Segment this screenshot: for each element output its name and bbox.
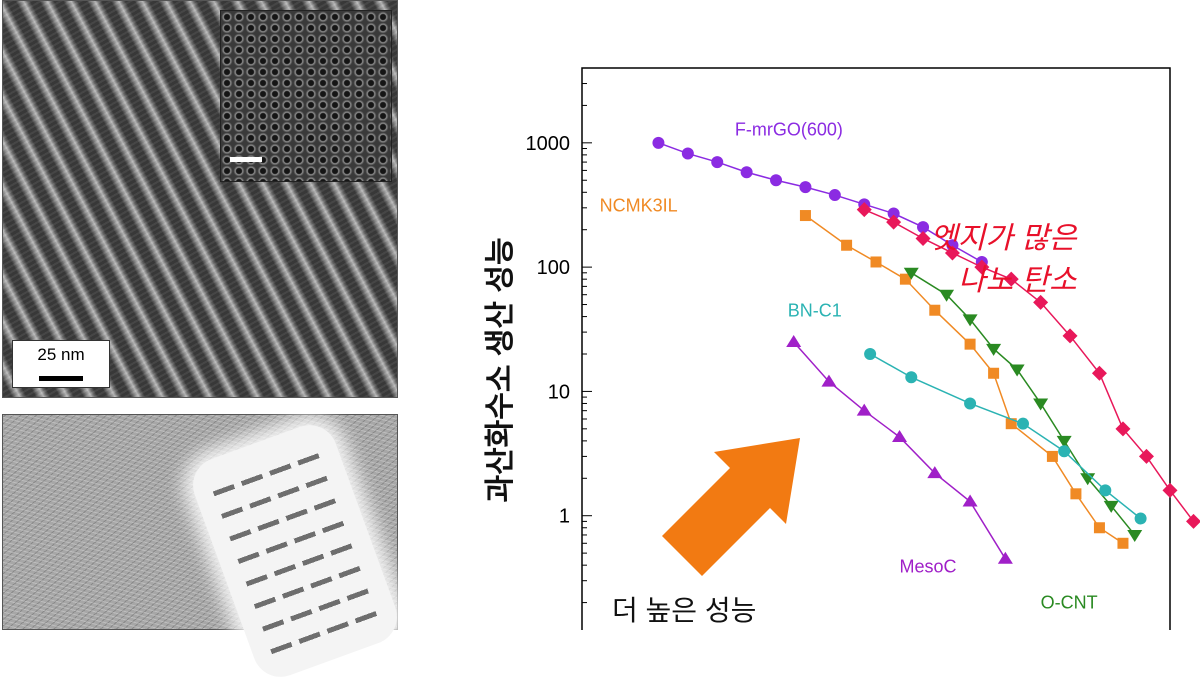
data-point xyxy=(1005,418,1017,430)
data-point xyxy=(870,256,882,268)
edge-carbon-label-line2: 나노 탄소 xyxy=(958,264,1077,297)
data-point xyxy=(1162,482,1178,498)
scale-bar-label: 25 nm xyxy=(37,345,85,364)
data-point xyxy=(886,214,902,230)
scale-bar xyxy=(39,376,83,381)
data-point xyxy=(1062,328,1078,344)
series-line xyxy=(863,208,1195,522)
series-label: BN-C1 xyxy=(788,301,842,321)
data-point xyxy=(681,147,694,160)
data-point xyxy=(1093,522,1105,534)
data-point xyxy=(740,166,753,179)
series-label: F-mrGO(600) xyxy=(735,119,843,139)
data-point xyxy=(799,210,811,222)
series-4 xyxy=(864,348,1147,525)
series-5 xyxy=(786,334,1013,564)
series-line xyxy=(910,272,1136,536)
data-point xyxy=(1033,398,1049,411)
data-point xyxy=(786,334,802,347)
higher-performance-label: 더 높은 성능 xyxy=(612,595,756,626)
series-line xyxy=(793,341,1006,560)
data-point xyxy=(864,348,877,360)
series-2 xyxy=(799,210,1129,549)
data-point xyxy=(988,367,1000,379)
data-point xyxy=(899,273,911,285)
data-point xyxy=(1009,364,1025,377)
data-point xyxy=(986,343,1002,356)
plot-frame xyxy=(581,67,1171,630)
data-point xyxy=(1103,500,1119,513)
orange-arrow-icon xyxy=(662,438,800,576)
series-label: NCMK3IL xyxy=(600,196,678,216)
data-point xyxy=(841,239,853,251)
data-point xyxy=(929,304,941,316)
data-point xyxy=(711,156,724,169)
y-tick-label: 10 xyxy=(548,381,570,403)
y-tick-label: 1000 xyxy=(526,133,571,155)
data-point xyxy=(962,494,978,507)
y-axis-ticks: 1 10 100 1000 xyxy=(526,67,592,604)
data-point xyxy=(946,239,959,252)
data-point xyxy=(905,371,918,384)
data-point xyxy=(939,289,955,302)
series-label: O-CNT xyxy=(1041,592,1098,612)
data-point xyxy=(1017,417,1029,430)
data-point xyxy=(1070,488,1082,500)
y-axis-label: 과산화수소 생산 성능 xyxy=(484,237,517,502)
data-point xyxy=(927,466,943,479)
data-point xyxy=(1117,537,1129,549)
data-point xyxy=(1115,421,1131,437)
data-point xyxy=(903,267,919,280)
data-point xyxy=(1046,450,1058,462)
data-point xyxy=(652,136,665,149)
data-point xyxy=(964,397,977,410)
data-point xyxy=(915,230,931,246)
data-point xyxy=(1186,513,1200,529)
scale-bar-box: 25 nm xyxy=(12,340,110,388)
data-point xyxy=(1127,529,1143,542)
edge-carbon-label-line1: 엣지가 많은 xyxy=(930,222,1078,255)
data-point xyxy=(1058,445,1071,458)
data-point xyxy=(856,403,872,416)
data-point xyxy=(856,202,872,218)
series-labels: F-mrGO(600) NCMK3IL O-CNT BN-C1 MesoC xyxy=(600,119,1098,612)
data-point xyxy=(1003,271,1019,287)
y-tick-label: 100 xyxy=(537,257,570,279)
data-point xyxy=(887,207,900,220)
data-point xyxy=(770,174,783,187)
data-point xyxy=(821,374,837,387)
data-point xyxy=(917,221,930,234)
chart-axes xyxy=(581,67,1171,630)
data-point xyxy=(1033,294,1049,310)
higher-performance-arrow xyxy=(662,438,800,576)
data-point xyxy=(964,338,976,350)
inset-scale-bar xyxy=(230,157,262,162)
data-point xyxy=(1138,448,1154,464)
series-label: MesoC xyxy=(900,556,957,576)
tem-inset-hexagonal-pores xyxy=(220,10,392,182)
data-point xyxy=(997,551,1013,564)
series-1 xyxy=(856,202,1200,529)
data-point xyxy=(828,189,841,202)
data-point xyxy=(962,314,978,327)
data-point xyxy=(799,181,812,194)
data-point xyxy=(944,245,960,261)
y-tick-label: 1 xyxy=(559,506,570,528)
data-point xyxy=(974,259,990,275)
data-point xyxy=(1099,484,1112,497)
data-point xyxy=(1091,365,1107,381)
performance-chart: 1 10 100 1000 F-mrGO(600) NCMK3IL O-CNT BN-C1 M… xyxy=(484,67,1200,630)
data-point xyxy=(1134,512,1147,525)
data-point xyxy=(892,429,908,442)
data-point xyxy=(1056,435,1072,448)
series-layer xyxy=(652,136,1200,564)
